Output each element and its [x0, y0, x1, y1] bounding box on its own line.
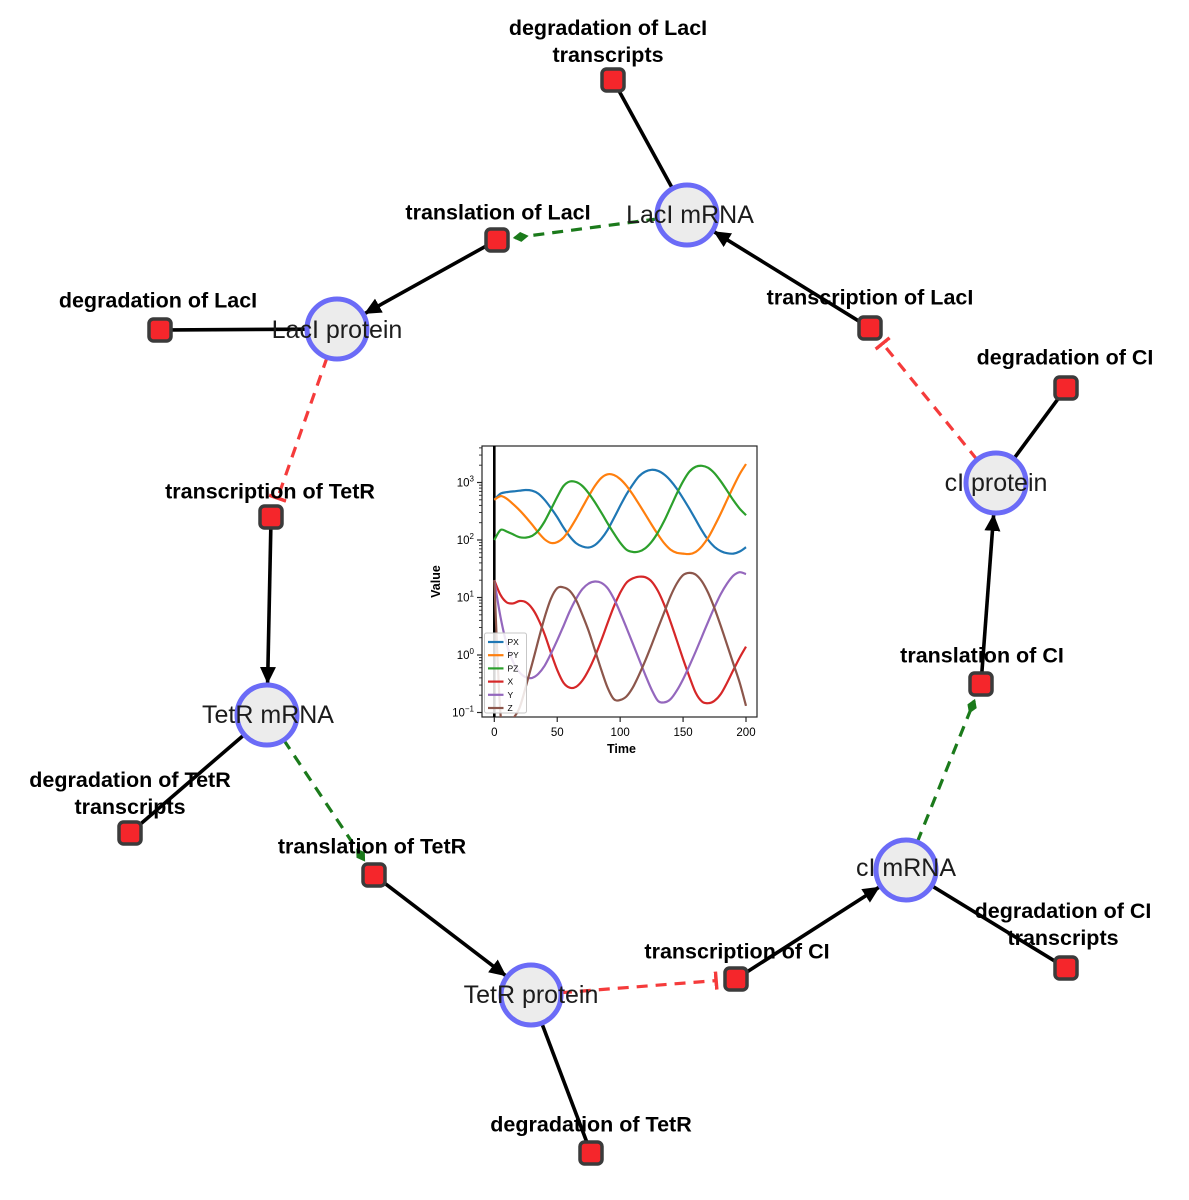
reaction-node-deg_ci_tx[interactable]: [1053, 955, 1079, 981]
reaction-node-translation_tetr[interactable]: [361, 862, 387, 888]
edge-reactant-ci_protein-deg_ci: [1012, 396, 1061, 460]
edges-layer: [137, 89, 1061, 1143]
edge-inhibitor-ci_protein-transcription_laci: [874, 336, 979, 461]
edge-inhibitor-laci_protein-transcription_tetr: [268, 356, 329, 503]
reaction-node-deg_ci[interactable]: [1053, 375, 1079, 401]
reaction-node-deg_laci[interactable]: [147, 317, 173, 343]
species-node-ci_protein[interactable]: [963, 450, 1029, 516]
series-PX: [493, 468, 747, 555]
reaction-node-transcription_laci[interactable]: [857, 315, 883, 341]
series-Y: [493, 571, 747, 704]
y-tick-label: 100: [457, 647, 475, 662]
nodes-layer: [117, 67, 1079, 1166]
inset-chart: 10−1 100 101 102 103 0 50 100 150 200 Time Value PX P…: [428, 432, 774, 764]
edge-product-transcription_tetr-tetr_mrna: [259, 528, 276, 685]
edge-modifier-laci_mrna-translation_laci: [512, 217, 658, 242]
reaction-node-translation_ci[interactable]: [968, 671, 994, 697]
edge-inhibitor-tetr_protein-transcription_ci: [560, 971, 719, 995]
series-PY: [493, 463, 747, 556]
legend-label-PZ: PZ: [508, 663, 519, 673]
x-tick-label: 0: [491, 727, 497, 739]
y-tick-label: 102: [457, 532, 475, 547]
y-tick-label: 101: [457, 590, 475, 605]
reaction-node-deg_tetr[interactable]: [578, 1140, 604, 1166]
chart-legend-box: [484, 632, 527, 714]
series-PZ: [493, 464, 747, 554]
x-axis-title: Time: [607, 742, 636, 756]
x-tick-label: 50: [551, 727, 564, 739]
species-node-tetr_protein[interactable]: [498, 962, 564, 1028]
edge-reactant-ci_mrna-deg_ci_tx: [930, 884, 1057, 964]
legend-label-PY: PY: [508, 650, 520, 660]
chart-axes-box: [481, 445, 758, 718]
edge-product-transcription_laci-laci_mrna: [712, 229, 861, 324]
edge-product-transcription_ci-ci_mrna: [745, 885, 881, 975]
species-node-tetr_mrna[interactable]: [234, 682, 300, 748]
reaction-node-translation_laci[interactable]: [484, 227, 510, 253]
reaction-node-transcription_tetr[interactable]: [258, 504, 284, 530]
legend-label-Y: Y: [508, 690, 514, 700]
legend-label-Z: Z: [508, 703, 513, 713]
y-axis-title: Value: [429, 565, 443, 598]
edge-reactant-tetr_mrna-deg_tetr_tx: [137, 733, 246, 827]
reaction-node-deg_tetr_tx[interactable]: [117, 820, 143, 846]
edge-modifier-tetr_mrna-translation_tetr: [282, 739, 366, 862]
x-tick-label: 200: [736, 727, 755, 739]
legend-label-PX: PX: [508, 637, 520, 647]
edge-product-translation_ci-ci_protein: [980, 513, 1001, 673]
species-node-ci_mrna[interactable]: [873, 837, 939, 903]
series-X: [493, 575, 747, 705]
x-tick-label: 150: [673, 727, 692, 739]
series-Z: [493, 571, 748, 717]
edge-reactant-tetr_protein-deg_tetr: [540, 1022, 589, 1143]
x-tick-label: 100: [611, 727, 630, 739]
y-tick-label: 10−1: [452, 705, 474, 720]
reaction-node-transcription_ci[interactable]: [723, 966, 749, 992]
legend-label-X: X: [508, 677, 514, 687]
edge-reactant-laci_mrna-deg_laci_tx: [617, 89, 675, 190]
edge-product-translation_laci-laci_protein: [363, 244, 488, 316]
species-node-laci_mrna[interactable]: [654, 182, 720, 248]
edge-modifier-ci_mrna-translation_ci: [915, 698, 977, 843]
edge-reactant-laci_protein-deg_laci: [171, 327, 308, 332]
species-node-laci_protein[interactable]: [304, 296, 370, 362]
edge-product-translation_tetr-tetr_protein: [382, 880, 508, 978]
y-tick-label: 103: [457, 475, 475, 490]
reaction-node-deg_laci_tx[interactable]: [600, 67, 626, 93]
